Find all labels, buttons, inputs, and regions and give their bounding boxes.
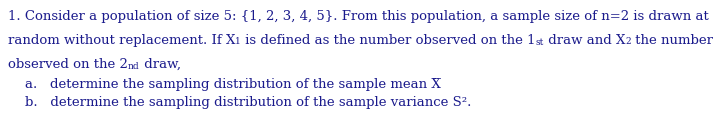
Text: observed on the 2: observed on the 2 bbox=[8, 58, 128, 70]
Text: random without replacement. If X: random without replacement. If X bbox=[8, 34, 235, 47]
Text: draw and X: draw and X bbox=[544, 34, 626, 47]
Text: 1. Consider a population of size 5: {1, 2, 3, 4, 5}. From this population, a sam: 1. Consider a population of size 5: {1, … bbox=[8, 10, 709, 23]
Text: is defined as the number observed on the 1: is defined as the number observed on the… bbox=[241, 34, 536, 47]
Text: a.   determine the sampling distribution of the sample mean X̅: a. determine the sampling distribution o… bbox=[8, 77, 440, 90]
Text: nd: nd bbox=[128, 61, 139, 70]
Text: draw,: draw, bbox=[139, 58, 180, 70]
Text: b.   determine the sampling distribution of the sample variance S².: b. determine the sampling distribution o… bbox=[8, 95, 471, 108]
Text: 1: 1 bbox=[235, 37, 241, 46]
Text: st: st bbox=[536, 38, 544, 47]
Text: 2: 2 bbox=[626, 37, 631, 46]
Text: the number: the number bbox=[631, 34, 713, 47]
